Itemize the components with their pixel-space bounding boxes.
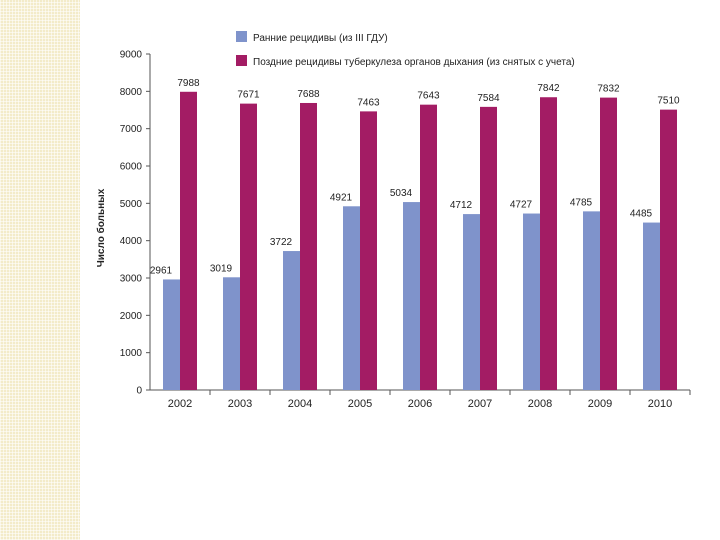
bar-early-relapses xyxy=(163,279,180,390)
bars xyxy=(163,91,677,391)
bar-early-relapses xyxy=(223,277,240,390)
value-label-late-relapses: 7463 xyxy=(357,97,380,108)
y-tick-label: 2000 xyxy=(120,311,143,322)
bar-late-relapses xyxy=(240,103,257,390)
axes: 0 1000 2000 3000 4000 5000 6000 7000 8000 9000 200… xyxy=(120,50,691,410)
y-axis-title: Число больных xyxy=(95,188,107,267)
bar-early-relapses xyxy=(403,202,420,390)
legend-label-early-relapses: Ранние рецидивы (из III ГДУ) xyxy=(253,33,388,44)
legend-swatch-early-relapses xyxy=(236,31,247,42)
value-label-early-relapses: 2961 xyxy=(150,265,173,276)
bar-late-relapses xyxy=(660,109,677,391)
x-tick-label: 2008 xyxy=(528,398,552,410)
legend: Ранние рецидивы (из III ГДУ) Поздние рец… xyxy=(236,31,575,68)
bar-value-labels: 2961 7988 3019 7671 3722 7688 4921 7463 5034 7643… xyxy=(150,78,680,277)
value-label-early-relapses: 4921 xyxy=(330,192,353,203)
value-label-late-relapses: 7671 xyxy=(237,90,260,101)
bar-late-relapses xyxy=(600,97,617,390)
value-label-early-relapses: 4727 xyxy=(510,200,533,211)
legend-label-late-relapses: Поздние рецидивы туберкулеза органов дых… xyxy=(253,56,575,68)
y-tick-label: 5000 xyxy=(120,199,143,210)
value-label-late-relapses: 7842 xyxy=(537,83,560,94)
bar-early-relapses xyxy=(643,222,660,390)
bar-late-relapses xyxy=(540,97,557,391)
x-tick-label: 2003 xyxy=(228,398,252,410)
y-tick-label: 3000 xyxy=(120,274,143,285)
bar-early-relapses xyxy=(583,211,600,390)
value-label-late-relapses: 7988 xyxy=(177,78,200,89)
value-label-late-relapses: 7643 xyxy=(417,91,440,102)
y-tick-label: 4000 xyxy=(120,236,143,247)
y-tick-label: 8000 xyxy=(120,87,143,98)
value-label-late-relapses: 7584 xyxy=(477,93,500,104)
value-label-early-relapses: 4785 xyxy=(570,197,593,208)
y-tick-label: 9000 xyxy=(120,50,143,61)
x-tick-label: 2006 xyxy=(408,398,432,410)
y-tick-label: 7000 xyxy=(120,124,143,135)
value-label-early-relapses: 4712 xyxy=(450,200,473,211)
y-tick-label: 1000 xyxy=(120,348,143,359)
bar-early-relapses xyxy=(343,206,360,390)
value-label-late-relapses: 7510 xyxy=(657,96,680,107)
y-tick-label: 0 xyxy=(136,386,142,397)
bar-early-relapses xyxy=(283,251,300,390)
bar-late-relapses xyxy=(420,104,437,391)
x-tick-label: 2010 xyxy=(648,398,672,410)
value-label-late-relapses: 7832 xyxy=(597,84,620,95)
bar-late-relapses xyxy=(480,106,497,390)
bar-late-relapses xyxy=(300,102,317,391)
x-tick-label: 2002 xyxy=(168,398,192,410)
x-tick-label: 2005 xyxy=(348,398,372,410)
legend-swatch-late-relapses xyxy=(236,55,247,66)
bar-early-relapses xyxy=(463,214,480,390)
value-label-early-relapses: 3019 xyxy=(210,263,233,274)
value-label-early-relapses: 3722 xyxy=(270,237,293,248)
bar-late-relapses xyxy=(360,111,377,390)
bar-early-relapses xyxy=(523,213,540,390)
decorative-side-strip xyxy=(0,0,80,540)
x-tick-label: 2007 xyxy=(468,398,492,410)
value-label-early-relapses: 4485 xyxy=(630,209,653,220)
x-tick-label: 2009 xyxy=(588,398,612,410)
x-tick-label: 2004 xyxy=(288,398,312,410)
y-tick-label: 6000 xyxy=(120,162,143,173)
bar-late-relapses xyxy=(180,91,197,390)
value-label-early-relapses: 5034 xyxy=(390,188,413,199)
value-label-late-relapses: 7688 xyxy=(297,89,320,100)
